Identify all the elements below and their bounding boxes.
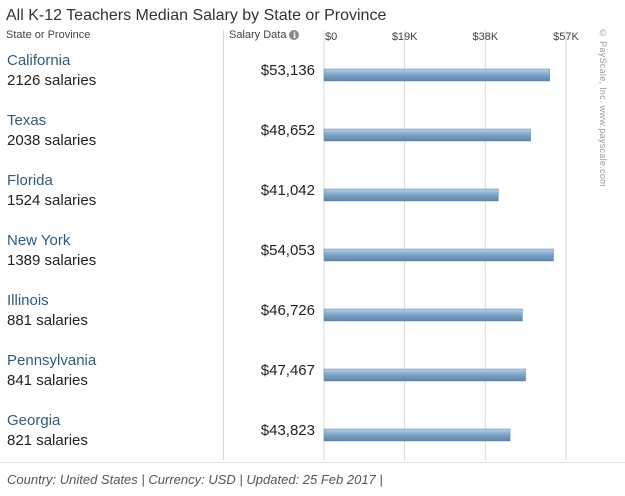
salary-bar[interactable]	[323, 68, 550, 82]
x-tick-label: $57K	[553, 31, 579, 43]
x-tick-label: $19K	[392, 31, 418, 43]
median-salary-value: $41,042	[260, 182, 315, 199]
salary-count: 841 salaries	[7, 372, 88, 389]
salary-count: 2126 salaries	[7, 72, 97, 89]
state-name-link[interactable]: Texas	[7, 112, 47, 129]
table-row: Georgia 821 salaries $43,823	[0, 412, 600, 472]
state-name-link[interactable]: Illinois	[7, 292, 49, 309]
salary-count: 2038 salaries	[7, 132, 97, 149]
median-salary-value: $53,136	[260, 62, 315, 79]
x-tick-label: $0	[325, 31, 337, 43]
salary-bar[interactable]	[323, 128, 531, 142]
column-divider	[223, 30, 224, 460]
info-icon[interactable]: i	[289, 30, 300, 41]
state-name-link[interactable]: Georgia	[7, 412, 61, 429]
salary-bar[interactable]	[323, 188, 499, 202]
salary-bar[interactable]	[323, 308, 523, 322]
state-name-link[interactable]: Pennsylvania	[7, 352, 97, 369]
salary-count: 821 salaries	[7, 432, 88, 449]
median-salary-value: $54,053	[260, 242, 315, 259]
chart-title: All K-12 Teachers Median Salary by State…	[6, 7, 387, 24]
table-row: Florida 1524 salaries $41,042	[0, 172, 600, 232]
median-salary-value: $48,652	[260, 122, 315, 139]
table-row: New York 1389 salaries $54,053	[0, 232, 600, 292]
x-tick-label: $38K	[472, 31, 498, 43]
state-column-header: State or Province	[6, 29, 91, 41]
salary-count: 1524 salaries	[7, 192, 97, 209]
salary-column-header: Salary Data i	[229, 29, 300, 41]
payscale-watermark: © PayScale, Inc. www.payscale.com	[598, 28, 608, 187]
footer-divider	[0, 462, 625, 463]
state-name-link[interactable]: New York	[7, 232, 71, 249]
state-name-link[interactable]: California	[7, 52, 71, 69]
footer-info: Country: United States | Currency: USD |…	[7, 472, 383, 487]
table-row: Pennsylvania 841 salaries $47,467	[0, 352, 600, 412]
median-salary-value: $47,467	[260, 362, 315, 379]
state-name-link[interactable]: Florida	[7, 172, 53, 189]
salary-bar[interactable]	[323, 368, 526, 382]
salary-count: 881 salaries	[7, 312, 88, 329]
salary-bar[interactable]	[323, 428, 511, 442]
median-salary-value: $46,726	[260, 302, 315, 319]
table-row: Texas 2038 salaries $48,652	[0, 112, 600, 172]
median-salary-value: $43,823	[260, 422, 315, 439]
table-row: California 2126 salaries $53,136	[0, 52, 600, 112]
salary-bar[interactable]	[323, 248, 554, 262]
table-row: Illinois 881 salaries $46,726	[0, 292, 600, 352]
salary-column-label: Salary Data	[229, 29, 287, 41]
salary-count: 1389 salaries	[7, 252, 97, 269]
